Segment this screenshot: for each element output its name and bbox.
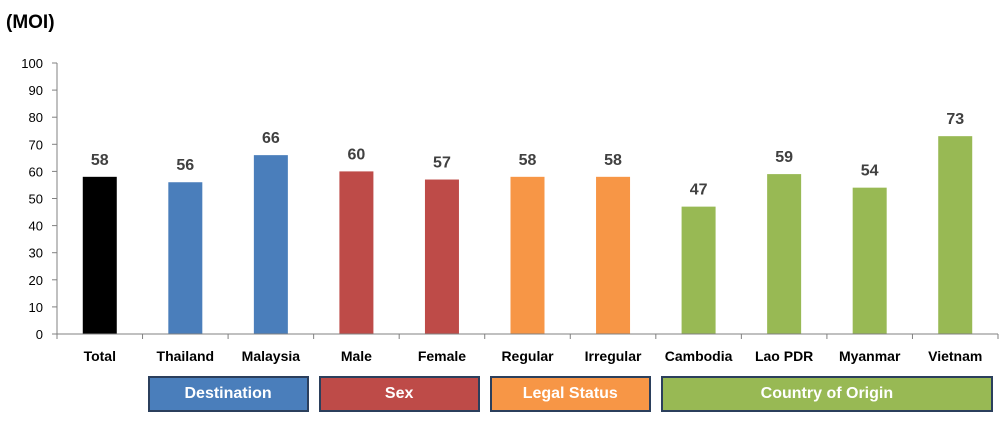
data-label: 56: [176, 157, 194, 174]
y-tick-label: 90: [29, 83, 43, 98]
category-label: Lao PDR: [755, 348, 813, 364]
data-label: 66: [262, 130, 280, 147]
bar-thailand: [168, 182, 203, 334]
bar-male: [339, 171, 374, 334]
data-label: 54: [861, 163, 879, 180]
category-label: Cambodia: [665, 348, 733, 364]
group-box-sex: Sex: [318, 376, 480, 412]
data-label: 73: [946, 111, 964, 128]
bar-lao-pdr: [767, 174, 802, 334]
data-label: 58: [91, 152, 109, 169]
group-box-destination: Destination: [147, 376, 309, 412]
category-label: Thailand: [157, 348, 215, 364]
y-tick-label: 30: [29, 246, 43, 261]
data-label: 47: [690, 182, 708, 199]
data-labels: 58 56 66 60 57 58 58 47 59 54 73: [91, 111, 964, 198]
y-tick-label: 10: [29, 300, 43, 315]
category-label: Total: [84, 348, 116, 364]
bars: [82, 136, 973, 334]
bar-female: [424, 179, 459, 334]
y-tick-label: 80: [29, 110, 43, 125]
y-tick-label: 0: [36, 327, 43, 342]
group-box-legal-status: Legal Status: [489, 376, 651, 412]
group-label: Country of Origin: [760, 385, 894, 402]
data-label: 58: [604, 152, 622, 169]
bar-vietnam: [938, 136, 973, 334]
data-label: 60: [348, 146, 366, 163]
chart-title: (MOI): [6, 12, 55, 33]
axes: [56, 63, 999, 339]
category-labels: Total Thailand Malaysia Male Female Regular Ir…: [84, 348, 983, 364]
data-label: 57: [433, 155, 451, 172]
category-label: Male: [341, 348, 372, 364]
category-label: Myanmar: [839, 348, 901, 364]
bar-regular: [510, 176, 545, 334]
bar-irregular: [596, 176, 631, 334]
bar-myanmar: [852, 187, 887, 334]
group-label: Sex: [384, 385, 414, 402]
bar-total: [82, 176, 117, 334]
bar-cambodia: [681, 206, 716, 334]
bar-malaysia: [253, 155, 288, 334]
y-axis-ticks: 0 10 20 30 40 50 60 70 80 90 100: [21, 56, 57, 342]
group-label: Destination: [184, 385, 272, 402]
category-label: Regular: [501, 348, 554, 364]
category-label: Irregular: [585, 348, 642, 364]
y-tick-label: 100: [21, 56, 43, 71]
category-label: Vietnam: [928, 348, 982, 364]
category-label: Malaysia: [242, 348, 301, 364]
y-tick-label: 60: [29, 164, 43, 179]
category-label: Female: [418, 348, 466, 364]
y-tick-label: 50: [29, 192, 43, 207]
data-label: 58: [519, 152, 537, 169]
group-label: Legal Status: [522, 385, 618, 402]
y-tick-label: 70: [29, 137, 43, 152]
data-label: 59: [775, 149, 793, 166]
y-tick-label: 20: [29, 273, 43, 288]
group-box-country-of-origin: Country of Origin: [660, 376, 993, 412]
y-tick-label: 40: [29, 219, 43, 234]
